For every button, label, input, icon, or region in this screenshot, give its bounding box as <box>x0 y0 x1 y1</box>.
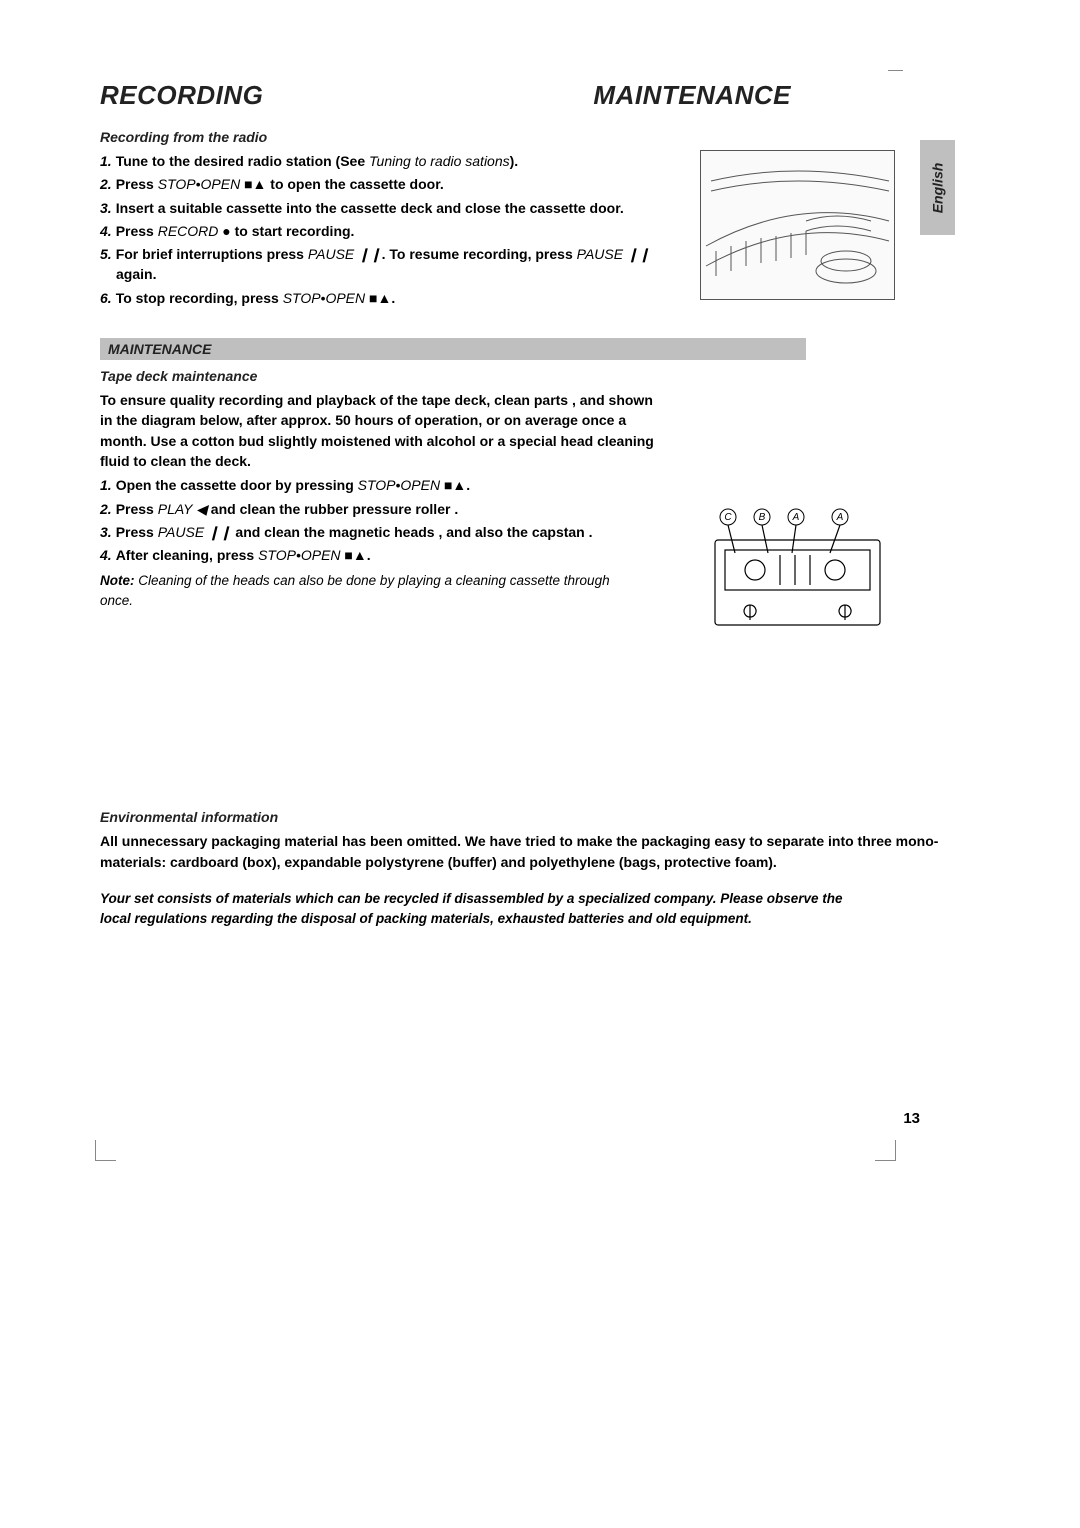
crop-mark <box>875 1140 896 1161</box>
list-item: 2.Press PLAY ◀ and clean the rubber pres… <box>100 499 660 519</box>
env-subheading: Environmental information <box>100 809 980 825</box>
step-text: Open the cassette door by pressing <box>116 477 358 493</box>
recording-subheading: Recording from the radio <box>100 129 980 145</box>
crop-mark <box>95 1140 116 1161</box>
step-num: 3. <box>100 200 112 216</box>
label-b: B <box>759 512 766 523</box>
list-item: 6.To stop recording, press STOP•OPEN ■▲. <box>100 288 660 308</box>
step-text: . <box>466 477 470 493</box>
step-num: 6. <box>100 290 112 306</box>
maintenance-steps: 1.Open the cassette door by pressing STO… <box>100 475 660 565</box>
step-num: 3. <box>100 524 112 540</box>
button-ref: PAUSE ❙❙ <box>577 246 651 262</box>
step-num: 1. <box>100 477 112 493</box>
list-item: 4.After cleaning, press STOP•OPEN ■▲. <box>100 545 660 565</box>
step-text: After cleaning, press <box>116 547 258 563</box>
page-content: English RECORDING MAINTENANCE Recording … <box>100 80 980 943</box>
step-text: Press <box>116 176 158 192</box>
step-text: Press <box>116 524 158 540</box>
crop-mark <box>888 70 903 71</box>
step-text: to start recording. <box>231 223 355 239</box>
step-text: ). <box>510 153 519 169</box>
note-lead: Note: <box>100 573 135 588</box>
recording-steps: 1.Tune to the desired radio station (See… <box>100 151 660 308</box>
button-ref: Tuning to radio sations <box>369 153 510 169</box>
step-text: and clean the magnetic heads , and also … <box>232 524 593 540</box>
step-num: 2. <box>100 176 112 192</box>
step-num: 4. <box>100 223 112 239</box>
button-ref: PAUSE ❙❙ <box>158 524 232 540</box>
maintenance-bar: MAINTENANCE <box>100 338 806 360</box>
step-text: Insert a suitable cassette into the cass… <box>116 200 624 216</box>
step-text: . To resume recording, press <box>382 246 577 262</box>
step-text: . <box>391 290 395 306</box>
language-label: English <box>930 162 946 213</box>
heading-maintenance: MAINTENANCE <box>593 80 791 111</box>
step-text: and clean the rubber pressure roller . <box>207 501 458 517</box>
label-c: C <box>724 512 732 523</box>
page-number: 13 <box>903 1110 920 1127</box>
list-item: 2.Press STOP•OPEN ■▲ to open the cassett… <box>100 174 660 194</box>
deck-illustration: C B A A <box>710 505 885 630</box>
step-num: 2. <box>100 501 112 517</box>
language-tab: English <box>920 140 955 235</box>
tape-deck-subheading: Tape deck maintenance <box>100 368 980 384</box>
step-text: to open the cassette door. <box>266 176 443 192</box>
list-item: 3.Press PAUSE ❙❙ and clean the magnetic … <box>100 522 660 542</box>
radio-illustration <box>700 150 895 300</box>
step-text: again. <box>116 266 156 282</box>
recycle-note: Your set consists of materials which can… <box>100 889 860 930</box>
button-ref: PLAY ◀ <box>158 501 207 517</box>
button-ref: PAUSE ❙❙ <box>308 246 382 262</box>
step-text: Press <box>116 223 158 239</box>
list-item: 1.Tune to the desired radio station (See… <box>100 151 660 171</box>
header-row: RECORDING MAINTENANCE <box>100 80 980 111</box>
label-a2: A <box>836 512 844 523</box>
step-num: 4. <box>100 547 112 563</box>
heading-recording: RECORDING <box>100 80 263 111</box>
step-text: . <box>367 547 371 563</box>
button-ref: STOP•OPEN ■▲ <box>358 477 467 493</box>
cleaning-note: Note: Cleaning of the heads can also be … <box>100 571 630 610</box>
maintenance-intro: To ensure quality recording and playback… <box>100 390 660 471</box>
step-num: 5. <box>100 246 112 262</box>
list-item: 3.Insert a suitable cassette into the ca… <box>100 198 660 218</box>
list-item: 1.Open the cassette door by pressing STO… <box>100 475 660 495</box>
button-ref: STOP•OPEN ■▲ <box>258 547 367 563</box>
list-item: 5.For brief interruptions press PAUSE ❙❙… <box>100 244 660 285</box>
step-text: For brief interruptions press <box>116 246 308 262</box>
label-a1: A <box>792 512 800 523</box>
button-ref: STOP•OPEN ■▲ <box>158 176 267 192</box>
button-ref: STOP•OPEN ■▲ <box>283 290 392 306</box>
list-item: 4.Press RECORD ● to start recording. <box>100 221 660 241</box>
step-num: 1. <box>100 153 112 169</box>
env-body: All unnecessary packaging material has b… <box>100 831 980 873</box>
step-text: To stop recording, press <box>116 290 283 306</box>
note-body: Cleaning of the heads can also be done b… <box>100 573 610 608</box>
step-text: Tune to the desired radio station (See <box>116 153 369 169</box>
maintenance-body: To ensure quality recording and playback… <box>100 390 660 611</box>
button-ref: RECORD ● <box>158 223 231 239</box>
step-text: Press <box>116 501 158 517</box>
